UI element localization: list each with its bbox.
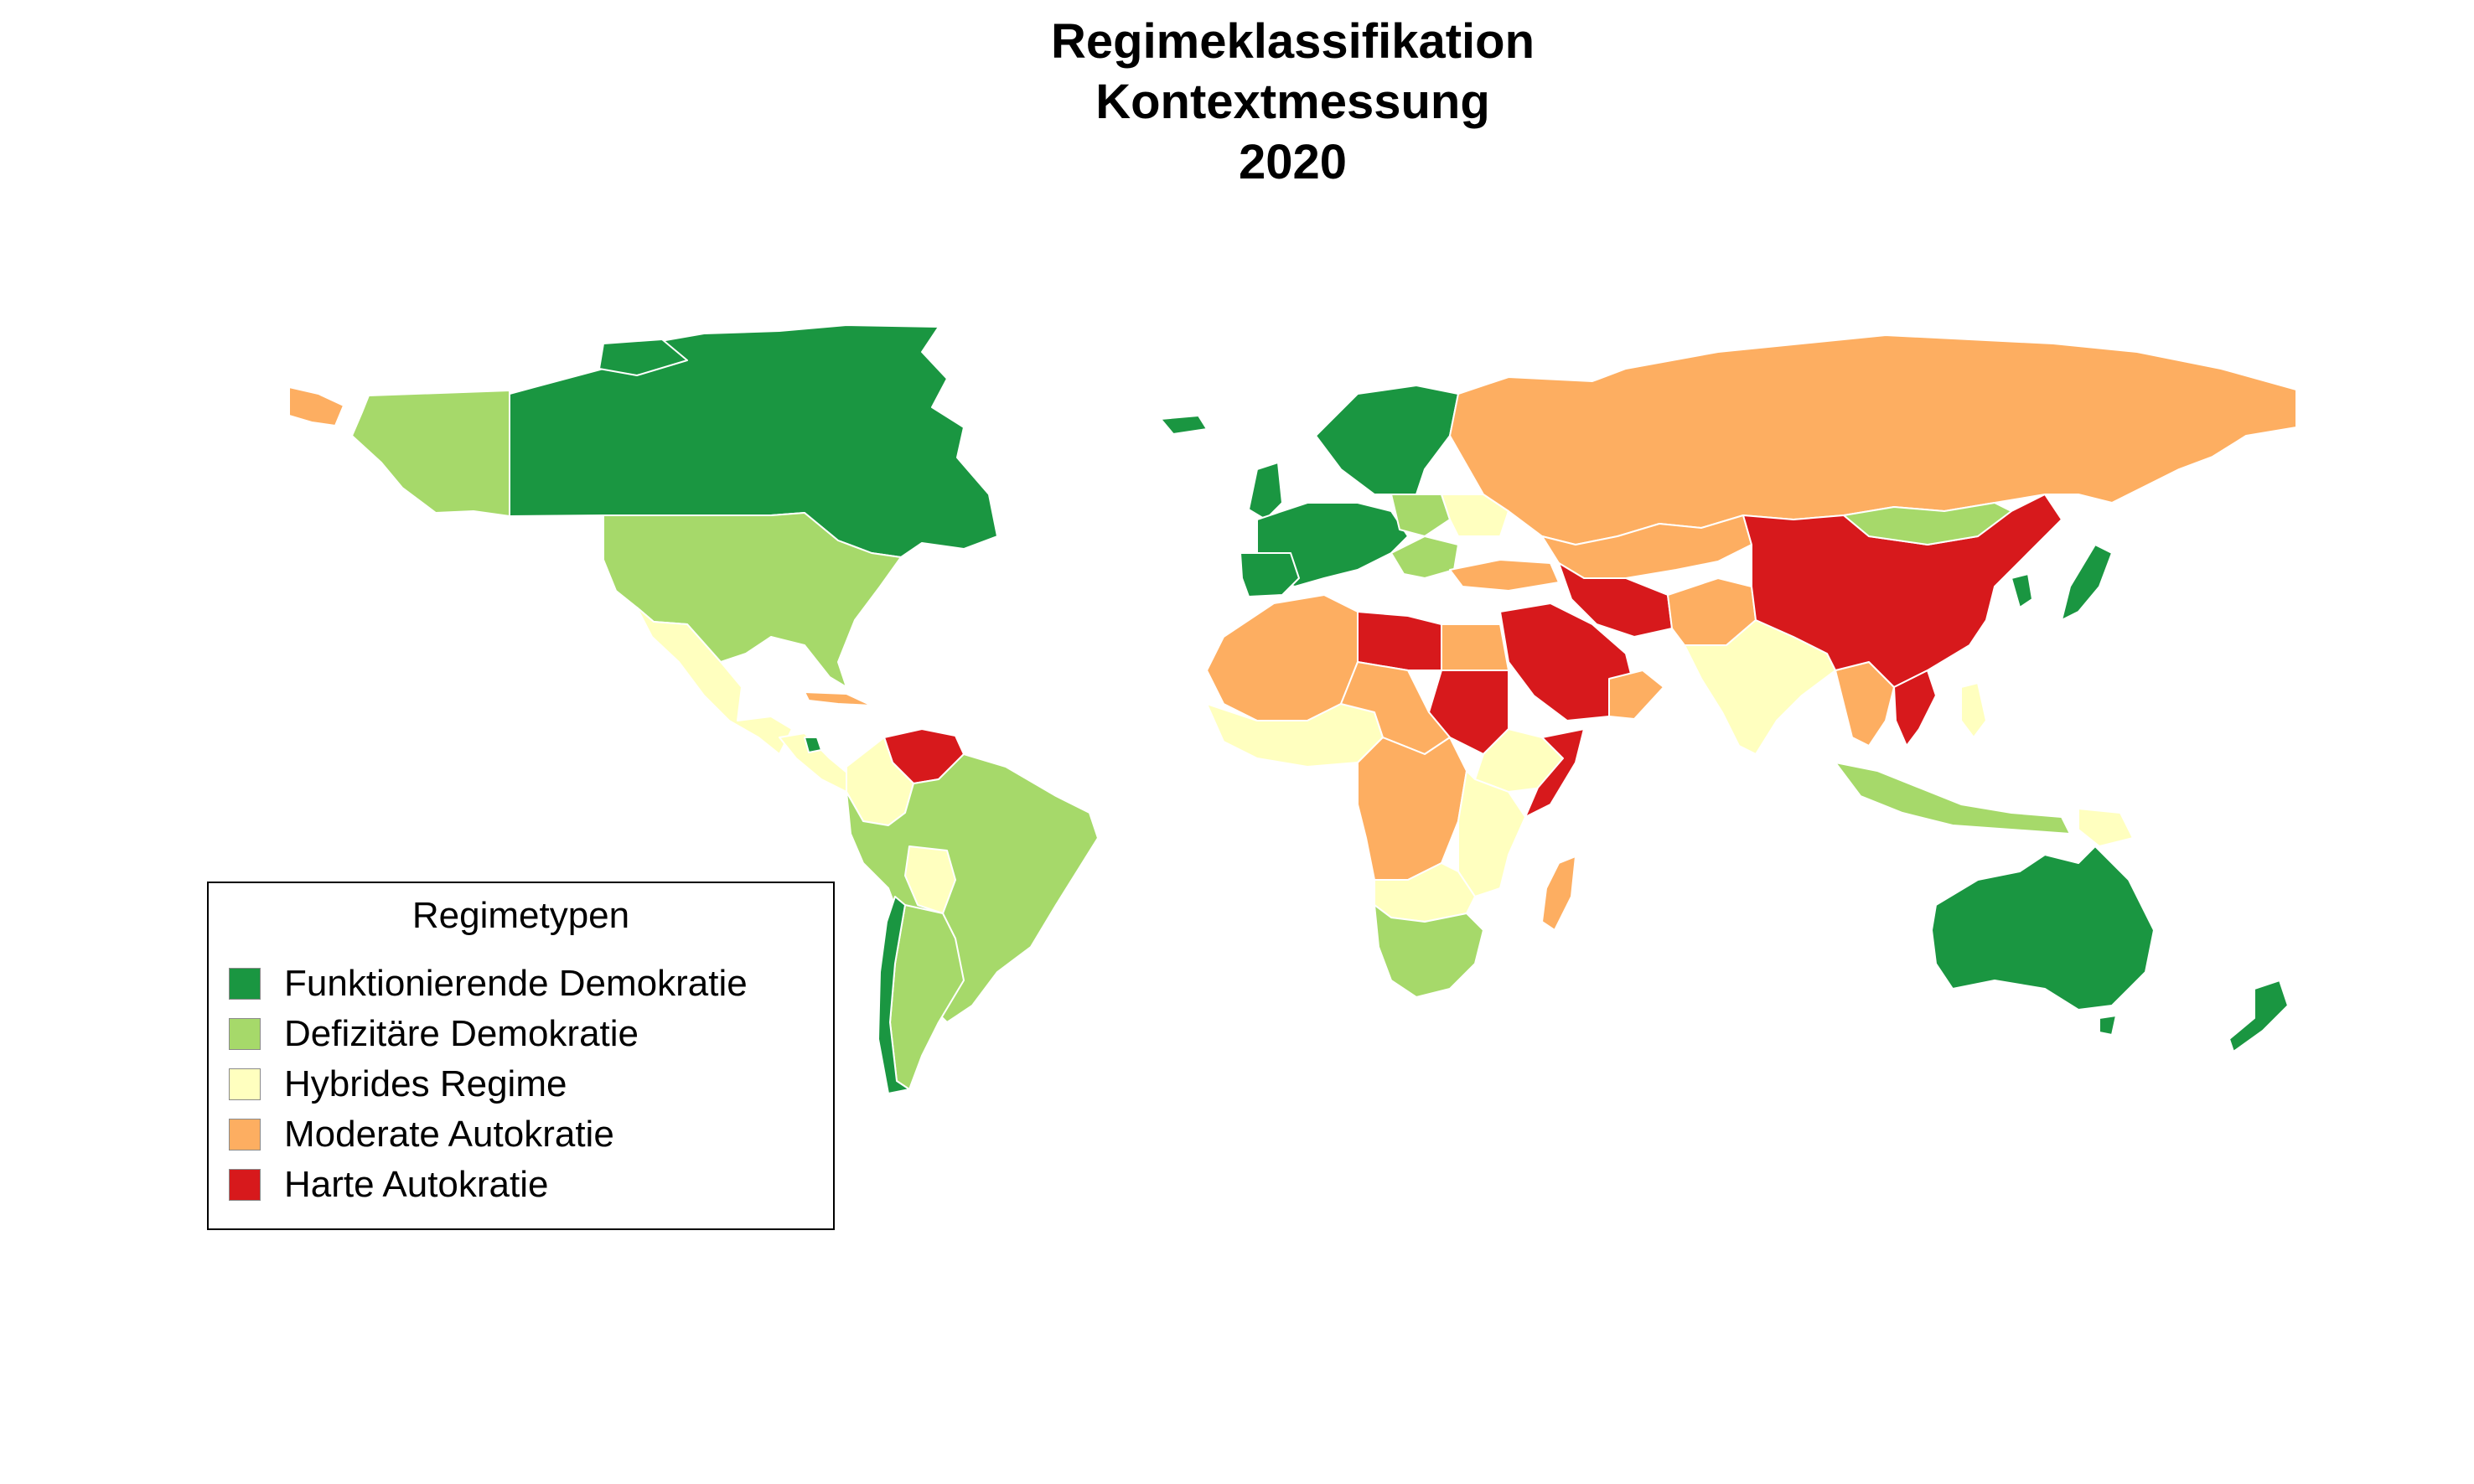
legend-label: Harte Autokratie [284, 1164, 549, 1205]
title-line-2: Kontextmessung [1095, 75, 1490, 129]
legend-item-defizitaere-demokratie: Defizitäre Demokratie [229, 1009, 639, 1059]
region-costa-rica [804, 737, 822, 753]
legend-swatch [229, 1169, 261, 1201]
region-southern-africa [1374, 904, 1484, 998]
region-chile [877, 896, 910, 1094]
region-mongolia [1843, 502, 2012, 546]
region-japan [2061, 544, 2113, 621]
region-tasmania [2099, 1015, 2117, 1036]
region-greenland-free [964, 327, 1056, 360]
legend-label: Moderate Autokratie [284, 1114, 614, 1155]
legend-item-moderate-autokratie: Moderate Autokratie [229, 1109, 614, 1160]
region-cuba [804, 691, 872, 706]
region-vietnam-laos [1893, 670, 1937, 747]
region-turkey [1449, 559, 1560, 592]
region-north-africa-west [1206, 594, 1359, 721]
region-korea [2011, 573, 2033, 608]
legend-label: Funktionierende Demokratie [284, 963, 748, 1004]
legend: Regimetypen Funktionierende Demokratie D… [207, 882, 835, 1230]
legend-item-harte-autokratie: Harte Autokratie [229, 1160, 549, 1210]
region-uk [1248, 462, 1283, 520]
region-hungary-poland [1390, 494, 1451, 537]
region-indonesia [1835, 762, 2071, 835]
legend-swatch [229, 968, 261, 1000]
map-title: Regimeklassifikation Kontextmessung 2020 [0, 12, 2474, 193]
legend-item-funktionierende-demokratie: Funktionierende Demokratie [229, 959, 748, 1009]
region-iceland [1160, 415, 1208, 435]
region-mexico [636, 607, 793, 755]
region-central-africa [1357, 737, 1467, 881]
region-somalia [1524, 728, 1585, 818]
region-new-zealand [2228, 980, 2289, 1052]
region-russia-east-tip [288, 386, 344, 427]
title-line-1: Regimeklassifikation [1051, 14, 1535, 69]
legend-swatch [229, 1068, 261, 1100]
region-alaska [351, 390, 510, 517]
legend-swatch [229, 1119, 261, 1150]
region-australia [1931, 845, 2155, 1011]
region-madagascar [1541, 856, 1576, 931]
region-libya [1357, 611, 1442, 671]
legend-item-hybrides-regime: Hybrides Regime [229, 1059, 567, 1109]
region-png [2078, 808, 2134, 847]
legend-title: Regimetypen [411, 895, 630, 936]
legend-label: Hybrides Regime [284, 1063, 567, 1104]
region-oman-yemen [1608, 670, 1664, 720]
region-philippines [1960, 682, 1987, 738]
region-iberia [1240, 552, 1300, 597]
region-egypt [1441, 623, 1509, 671]
region-canada-islands [598, 339, 688, 376]
legend-label: Defizitäre Demokratie [284, 1013, 639, 1054]
region-scandinavia [1315, 385, 1459, 495]
legend-swatch [229, 1018, 261, 1050]
title-line-3: 2020 [1238, 135, 1348, 189]
